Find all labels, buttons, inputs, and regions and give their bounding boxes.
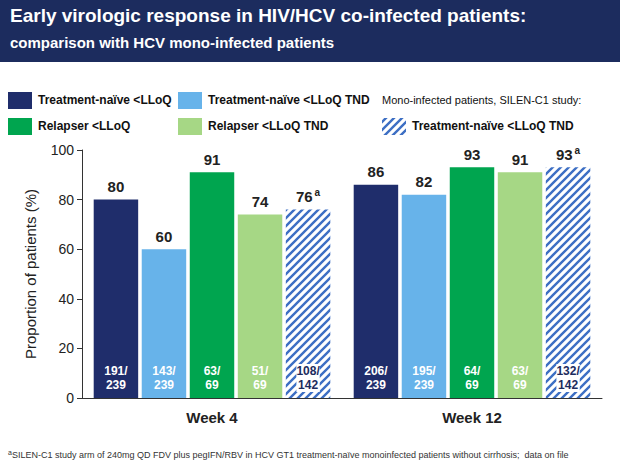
svg-text:91: 91 [512, 151, 529, 168]
svg-text:63/: 63/ [512, 364, 529, 378]
svg-text:91: 91 [204, 151, 221, 168]
svg-text:80: 80 [58, 192, 74, 208]
svg-text:142: 142 [558, 378, 578, 392]
svg-text:239: 239 [366, 378, 386, 392]
svg-text:69: 69 [513, 378, 527, 392]
svg-text:143/: 143/ [152, 364, 176, 378]
svg-text:239: 239 [414, 378, 434, 392]
svg-text:69: 69 [205, 378, 219, 392]
svg-text:Week 4: Week 4 [186, 409, 238, 426]
svg-text:63/: 63/ [204, 364, 221, 378]
svg-text:195/: 195/ [412, 364, 436, 378]
svg-text:Treatment-naïve <LLoQ TND: Treatment-naïve <LLoQ TND [412, 119, 574, 133]
svg-text:100: 100 [51, 142, 75, 158]
svg-text:191/: 191/ [104, 364, 128, 378]
svg-text:60: 60 [156, 228, 173, 245]
svg-text:239: 239 [106, 378, 126, 392]
svg-text:93: 93 [556, 146, 573, 163]
svg-text:51/: 51/ [252, 364, 269, 378]
svg-text:69: 69 [253, 378, 267, 392]
svg-text:69: 69 [465, 378, 479, 392]
svg-text:142: 142 [298, 378, 318, 392]
svg-text:82: 82 [416, 173, 433, 190]
svg-text:comparison with HCV mono-infec: comparison with HCV mono-infected patien… [10, 34, 334, 51]
svg-text:Week 12: Week 12 [442, 409, 502, 426]
svg-text:20: 20 [58, 340, 74, 356]
svg-text:Treatment-naïve <LLoQ TND: Treatment-naïve <LLoQ TND [208, 93, 370, 107]
svg-text:86: 86 [368, 163, 385, 180]
svg-text:0: 0 [66, 390, 74, 406]
svg-text:Early virologic response in HI: Early virologic response in HIV/HCV co-i… [10, 5, 526, 26]
svg-text:64/: 64/ [464, 364, 481, 378]
svg-text:132/: 132/ [556, 364, 580, 378]
svg-text:SILEN-C1 study arm of 240mg QD: SILEN-C1 study arm of 240mg QD FDV plus … [12, 450, 569, 460]
svg-text:Relapser <LLoQ TND: Relapser <LLoQ TND [208, 119, 329, 133]
svg-text:239: 239 [154, 378, 174, 392]
svg-text:a: a [315, 187, 321, 198]
svg-text:40: 40 [58, 291, 74, 307]
svg-text:76: 76 [296, 188, 313, 205]
svg-text:Proportion of patients (%): Proportion of patients (%) [22, 189, 39, 359]
svg-text:a: a [8, 449, 12, 456]
svg-text:Mono-infected patients, SILEN-: Mono-infected patients, SILEN-C1 study: [382, 94, 581, 106]
svg-text:80: 80 [108, 178, 125, 195]
svg-text:Relapser <LLoQ: Relapser <LLoQ [38, 119, 130, 133]
svg-text:Treatment-naïve <LLoQ: Treatment-naïve <LLoQ [38, 93, 172, 107]
svg-text:60: 60 [58, 241, 74, 257]
svg-text:206/: 206/ [364, 364, 388, 378]
svg-text:74: 74 [252, 193, 269, 210]
svg-text:93: 93 [464, 146, 481, 163]
svg-text:108/: 108/ [296, 364, 320, 378]
svg-text:a: a [575, 145, 581, 156]
